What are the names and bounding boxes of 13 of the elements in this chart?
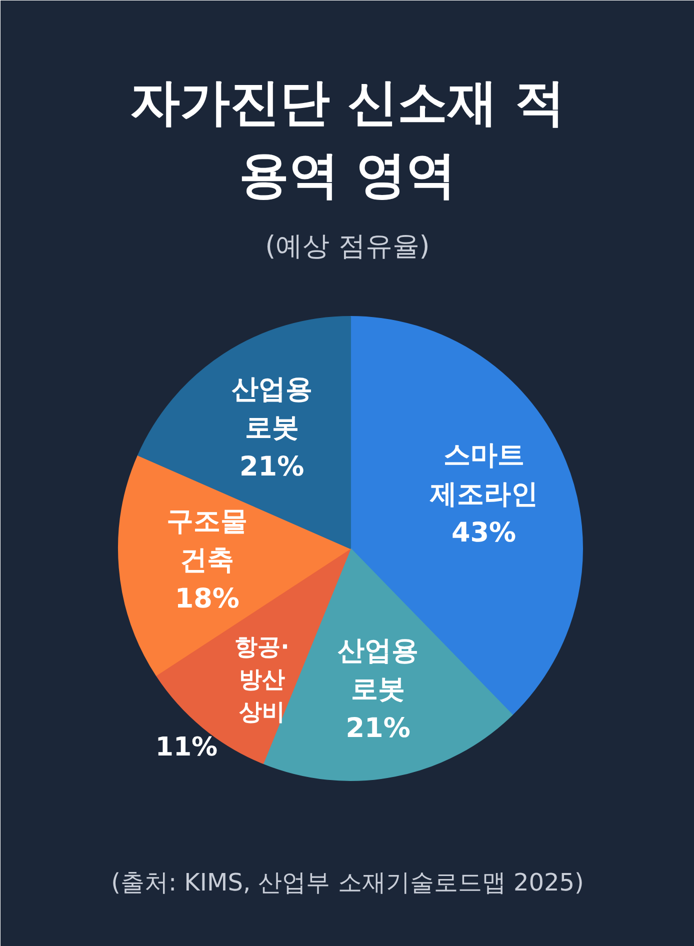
chart-subtitle: (예상 점유율) xyxy=(265,231,430,262)
slice-label: 산업용 로봇 xyxy=(338,635,419,706)
data-label: 11% xyxy=(155,732,218,763)
slice-label: 스마트 제조라인 xyxy=(428,440,538,510)
slice-label: 항공· 방산 상비 xyxy=(234,634,290,726)
data-label: 43% xyxy=(451,518,516,549)
slice-label: 산업용 로봇 xyxy=(231,374,312,444)
slice-label: 구조물 건축 xyxy=(166,506,248,576)
text: (출처: KIMS, 산업부 소재기술로드맵 2025) xyxy=(111,868,584,896)
data-label: 18% xyxy=(174,584,240,615)
chart-title: 자가진단 신소재 적 용역 영역 xyxy=(130,73,565,204)
data-label: 21% xyxy=(346,712,410,744)
data-label: 21% xyxy=(240,451,304,482)
